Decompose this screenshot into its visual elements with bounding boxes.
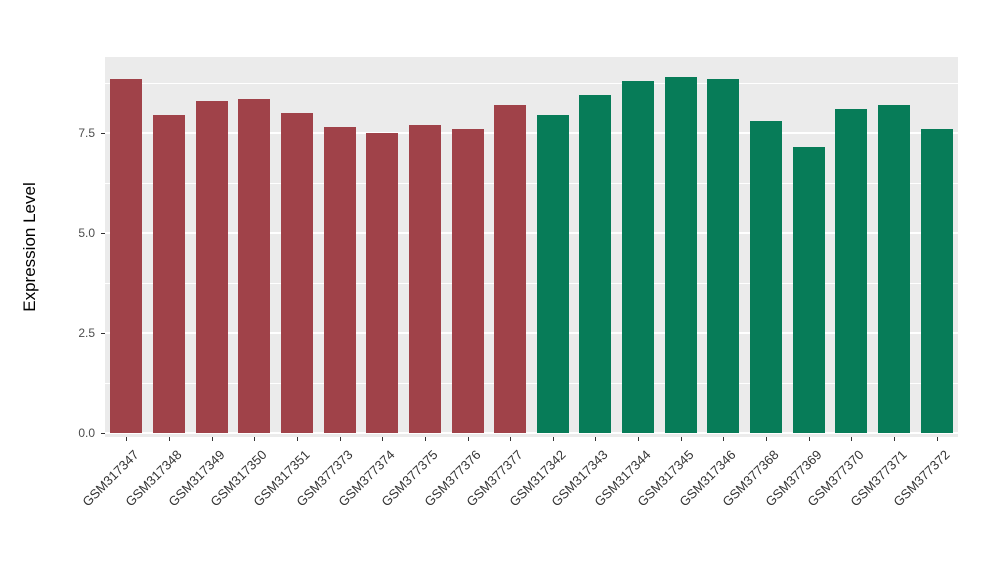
- x-tick-mark: [254, 437, 256, 441]
- y-axis-title-text: Expression Level: [20, 182, 39, 312]
- bar: [664, 77, 697, 433]
- y-tick-mark: [101, 433, 105, 434]
- y-tick-label: 2.5: [78, 326, 95, 340]
- bar: [238, 99, 271, 433]
- bar: [451, 129, 484, 433]
- bar: [792, 147, 825, 433]
- x-tick-mark: [680, 437, 682, 441]
- x-tick-mark: [168, 437, 170, 441]
- bar: [152, 115, 185, 433]
- x-tick-mark: [766, 437, 768, 441]
- x-tick-mark: [808, 437, 810, 441]
- x-tick-mark: [894, 437, 896, 441]
- gridline-major: [105, 232, 958, 234]
- x-tick-mark: [211, 437, 213, 441]
- gridline-major: [105, 332, 958, 334]
- gridline-major: [105, 132, 958, 134]
- y-tick-label: 0.0: [78, 426, 95, 440]
- y-tick-mark: [101, 333, 105, 334]
- bar: [494, 105, 527, 433]
- x-tick-mark: [595, 437, 597, 441]
- bar: [579, 95, 612, 433]
- y-tick-mark: [101, 233, 105, 234]
- x-tick-mark: [126, 437, 128, 441]
- x-tick-mark: [936, 437, 938, 441]
- gridline-minor: [105, 383, 958, 384]
- gridline-major: [105, 432, 958, 434]
- bar: [408, 125, 441, 433]
- plot-panel: [105, 57, 958, 437]
- x-tick-mark: [851, 437, 853, 441]
- y-tick-mark: [101, 133, 105, 134]
- y-tick-label: 5.0: [78, 226, 95, 240]
- bar: [110, 79, 143, 433]
- bar: [750, 121, 783, 433]
- gridline-minor: [105, 283, 958, 284]
- bar: [878, 105, 911, 433]
- bar: [536, 115, 569, 433]
- x-tick-mark: [723, 437, 725, 441]
- bar: [323, 127, 356, 433]
- bar: [622, 81, 655, 433]
- bar: [920, 129, 953, 433]
- gridline-minor: [105, 183, 958, 184]
- x-tick-mark: [638, 437, 640, 441]
- y-tick-label: 7.5: [78, 126, 95, 140]
- x-tick-mark: [510, 437, 512, 441]
- x-tick-mark: [382, 437, 384, 441]
- bar: [835, 109, 868, 433]
- x-tick-mark: [424, 437, 426, 441]
- x-tick-mark: [552, 437, 554, 441]
- bar: [366, 133, 399, 433]
- bar: [707, 79, 740, 433]
- gridline-minor: [105, 83, 958, 84]
- bar: [195, 101, 228, 433]
- bar: [280, 113, 313, 433]
- x-tick-mark: [339, 437, 341, 441]
- x-tick-mark: [296, 437, 298, 441]
- x-tick-mark: [467, 437, 469, 441]
